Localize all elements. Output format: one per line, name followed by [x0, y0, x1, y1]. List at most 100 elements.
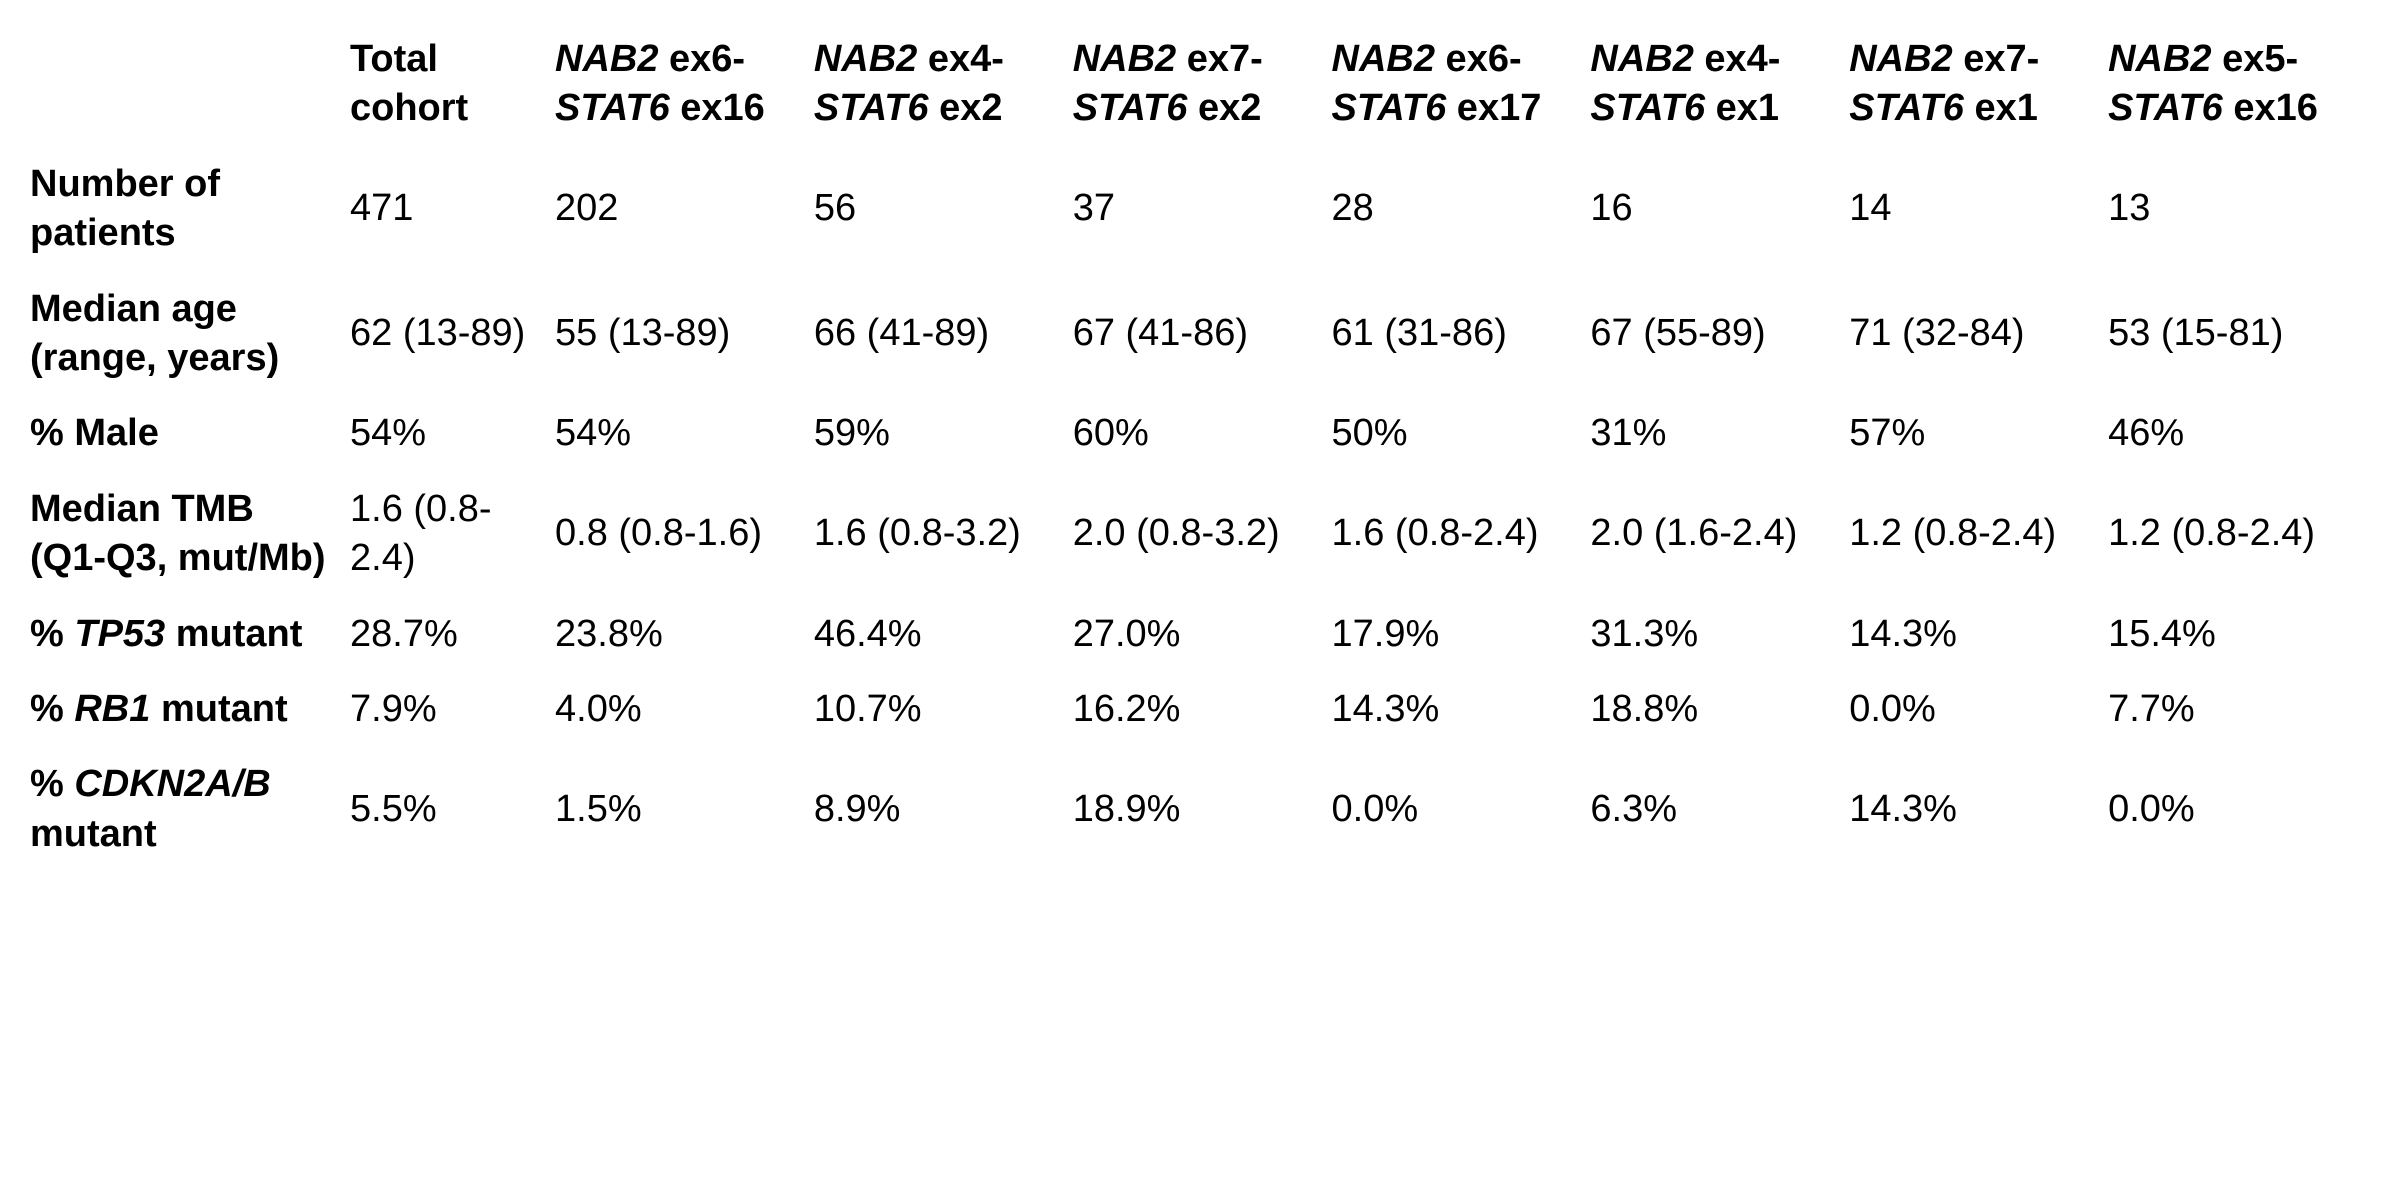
table-cell: 4.0% — [555, 687, 642, 730]
table-cell: 31.3% — [1590, 612, 1699, 655]
text-segment: ex17 — [1446, 87, 1542, 130]
column-header: NAB2 ex7- STAT6 ex2 — [1073, 22, 1332, 147]
table-cell: 1.6 (0.8-3.2) — [813, 512, 1021, 555]
text-segment: mutant — [150, 687, 288, 730]
table-head: Total cohort NAB2 ex6-STAT6 ex16 NAB2 ex4-… — [30, 22, 2367, 147]
text-segment: ex16 — [2222, 87, 2318, 130]
text-segment: % — [30, 687, 75, 730]
row-label: % Male — [30, 396, 350, 471]
table-cell: 6.3% — [1590, 787, 1677, 830]
gene-name: STAT6 — [813, 87, 929, 130]
table-cell: 31% — [1590, 412, 1667, 455]
table-cell: 56 — [813, 187, 857, 230]
table-cell: 16.2% — [1072, 687, 1181, 730]
table-cell: 14.3% — [1849, 787, 1957, 830]
text-segment: ex4- — [1693, 38, 1781, 80]
table-cell: 66 (41-89) — [813, 312, 990, 355]
gene-name: STAT6 — [1849, 87, 1964, 130]
table-head-row: Total cohort NAB2 ex6-STAT6 ex16 NAB2 ex4-… — [30, 22, 2367, 147]
text-segment: ex7- — [1952, 38, 2040, 80]
column-header: NAB2 ex7- STAT6 ex1 — [1849, 22, 2108, 147]
gene-name: STAT6 — [1590, 87, 1706, 130]
gene-name: NAB2 — [1849, 38, 1953, 80]
text-segment: Median age (range, years) — [30, 287, 280, 379]
column-header: NAB2 ex6- STAT6 ex16 — [555, 22, 814, 147]
table-cell: 67 (41-86) — [1072, 312, 1249, 355]
text-segment: ex6- — [1435, 38, 1522, 80]
column-header: NAB2 ex4- STAT6 ex1 — [1590, 22, 1849, 147]
table-cell: 53 (15-81) — [2108, 312, 2284, 355]
column-header: NAB2 ex6- STAT6 ex17 — [1332, 22, 1591, 147]
table-cell: 0.8 (0.8-1.6) — [555, 512, 762, 555]
table-cell: 0.0% — [2108, 787, 2195, 830]
table-row: % TP53 mutant 28.7% 23.8% 46.4% 27.0% 17.9% 31… — [30, 597, 2367, 672]
table-cell: 14.3% — [1331, 687, 1440, 730]
row-label: Number of patients — [30, 147, 350, 272]
table-cell: 50% — [1331, 412, 1408, 455]
table-cell: 59% — [813, 412, 890, 455]
table-cell: 67 (55-89) — [1590, 312, 1766, 355]
table-cell: 54% — [555, 412, 632, 455]
text-segment: % Male — [30, 412, 159, 455]
table-row: Number of patients 471 202 56 37 28 16 14 13 — [30, 147, 2367, 272]
row-label: Median TMB (Q1-Q3, mut/Mb) — [30, 472, 350, 597]
text-segment: % — [30, 612, 75, 655]
table-cell: 46.4% — [813, 612, 922, 655]
table-cell: 1.2 (0.8-2.4) — [1849, 512, 2057, 555]
table-cell: 28.7% — [350, 612, 458, 655]
gene-name: NAB2 — [1331, 38, 1435, 80]
table-cell: 14 — [1849, 187, 1892, 230]
gene-name: STAT6 — [1072, 87, 1188, 130]
table-cell: 471 — [350, 187, 414, 230]
table-cell: 2.0 (0.8-3.2) — [1072, 512, 1280, 555]
text-segment: ex6- — [658, 38, 746, 80]
gene-name: TP53 — [74, 612, 166, 655]
row-label: % RB1 mutant — [30, 672, 350, 747]
text-segment: Median TMB (Q1-Q3, mut/Mb) — [30, 487, 326, 580]
text-segment: ex4- — [917, 38, 1004, 80]
row-label: Median age (range, years) — [30, 272, 350, 397]
text-segment: ex7- — [1176, 38, 1263, 80]
table-cell: 37 — [1072, 187, 1115, 230]
table-cell: 18.8% — [1590, 687, 1699, 730]
table-cell: 54% — [350, 412, 427, 455]
gene-name: STAT6 — [555, 87, 670, 130]
gene-name: CDKN2A/B — [74, 763, 271, 806]
text-segment: % — [30, 763, 75, 806]
table-cell: 0.0% — [1331, 787, 1419, 830]
table-body: Number of patients 471 202 56 37 28 16 14 13 Medi… — [30, 147, 2367, 872]
text-segment: ex1 — [1705, 87, 1780, 130]
gene-name: NAB2 — [2108, 38, 2212, 80]
gene-name: NAB2 — [555, 38, 659, 80]
column-header: NAB2 ex5- STAT6 ex16 — [2108, 22, 2367, 147]
text-segment: ex5- — [2211, 38, 2299, 80]
table-cell: 46% — [2108, 412, 2185, 455]
text-segment: mutant — [165, 612, 303, 655]
row-label: % TP53 mutant — [30, 597, 350, 672]
table-cell: 28 — [1331, 187, 1374, 230]
table-cell: 1.6 (0.8-2.4) — [1331, 512, 1539, 555]
table-cell: 13 — [2108, 187, 2151, 230]
gene-name: NAB2 — [1072, 38, 1177, 80]
table-row: Median age (range, years) 62 (13-89) 55 (1… — [30, 272, 2367, 397]
cohort-table: Total cohort NAB2 ex6-STAT6 ex16 NAB2 ex4-… — [30, 22, 2367, 872]
table-cell: 57% — [1849, 412, 1926, 455]
table-cell: 60% — [1072, 412, 1149, 455]
table-cell: 16 — [1590, 187, 1633, 230]
table-cell: 1.6 (0.8-2.4) — [350, 487, 492, 580]
text-segment: Total cohort — [350, 38, 469, 130]
table-cell: 27.0% — [1072, 612, 1181, 655]
table-cell: 61 (31-86) — [1331, 312, 1507, 355]
column-header: NAB2 ex4- STAT6 ex2 — [814, 22, 1073, 147]
table-cell: 17.9% — [1331, 612, 1440, 655]
table-cell: 18.9% — [1072, 787, 1181, 830]
gene-name: STAT6 — [1331, 87, 1447, 130]
table-cell: 14.3% — [1849, 612, 1957, 655]
table-cell: 7.7% — [2108, 687, 2195, 730]
table-cell: 7.9% — [350, 687, 437, 730]
gene-name: RB1 — [74, 687, 151, 730]
row-label: % CDKN2A/B mutant — [30, 747, 350, 872]
table-cell: 15.4% — [2108, 612, 2216, 655]
corner-cell — [30, 22, 350, 147]
